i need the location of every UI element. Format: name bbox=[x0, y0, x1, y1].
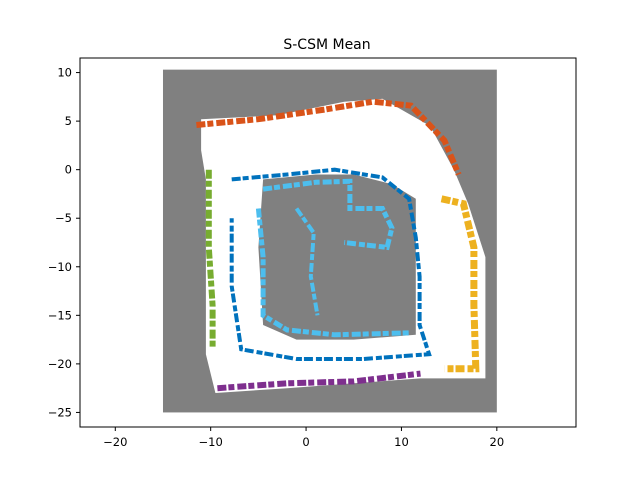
wall-south bbox=[217, 370, 421, 392]
x-tick-label: −10 bbox=[199, 435, 223, 449]
y-tick-label: −15 bbox=[48, 308, 72, 322]
wall-inner-west-south bbox=[255, 208, 412, 338]
y-tick-label: 10 bbox=[57, 66, 72, 80]
wall-west bbox=[205, 169, 216, 350]
wall-outer-corridor bbox=[229, 167, 432, 361]
wall-east bbox=[440, 195, 480, 373]
map-free-space bbox=[201, 98, 486, 394]
plot-frame bbox=[79, 57, 577, 428]
y-tick-label: −25 bbox=[48, 405, 72, 419]
wall-north bbox=[196, 98, 462, 176]
x-tick-label: 20 bbox=[490, 435, 505, 449]
y-tick-label: 5 bbox=[65, 114, 72, 128]
x-axis: −20 −10 0 10 20 bbox=[103, 427, 504, 449]
free-space-region bbox=[201, 98, 486, 394]
occupancy-map bbox=[162, 69, 497, 413]
x-tick-label: 10 bbox=[394, 435, 409, 449]
x-tick-label: 0 bbox=[302, 435, 309, 449]
y-tick-label: −5 bbox=[55, 211, 72, 225]
y-tick-label: 0 bbox=[65, 163, 72, 177]
wall-inner-room bbox=[294, 207, 320, 316]
wall-inner-north bbox=[262, 178, 395, 251]
y-tick-label: −20 bbox=[48, 357, 72, 371]
y-tick-label: −10 bbox=[48, 260, 72, 274]
chart-title: S-CSM Mean bbox=[283, 37, 370, 53]
x-tick-label: −20 bbox=[103, 435, 127, 449]
y-axis: 10 5 0 −5 −10 −15 −20 −25 bbox=[48, 66, 80, 419]
map-walls bbox=[196, 98, 480, 392]
